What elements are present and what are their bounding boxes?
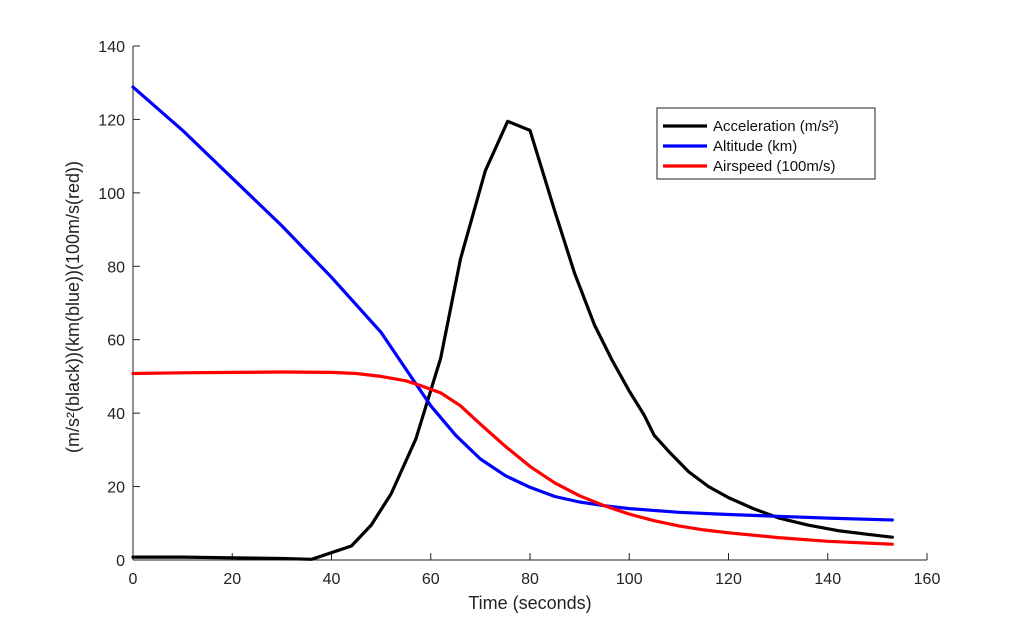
x-tick-label: 0 — [129, 571, 138, 588]
series-line-1 — [131, 85, 894, 522]
y-axis-title: (m/s²(black))(km(blue))(100m/s(red)) — [63, 161, 83, 453]
x-axis-title: Time (seconds) — [468, 593, 591, 613]
legend-label: Airspeed (100m/s) — [713, 158, 836, 175]
x-tick-label: 80 — [521, 571, 539, 588]
y-tick-label: 60 — [107, 333, 125, 350]
y-tick-label: 0 — [116, 553, 125, 570]
y-tick-label: 100 — [98, 186, 125, 203]
y-tick-label: 120 — [98, 112, 125, 129]
y-tick-label: 20 — [107, 480, 125, 497]
y-tick-label: 140 — [98, 39, 125, 56]
x-tick-label: 140 — [814, 571, 841, 588]
x-tick-label: 100 — [616, 571, 643, 588]
y-tick-label: 80 — [107, 259, 125, 276]
legend: Acceleration (m/s²) Altitude (km) Airspeed… — [656, 107, 876, 180]
series-group — [131, 85, 894, 561]
y-tick-label: 40 — [107, 406, 125, 423]
x-tick-label: 40 — [323, 571, 341, 588]
x-tick-label: 20 — [223, 571, 241, 588]
legend-label: Altitude (km) — [713, 138, 797, 155]
axes: 0 20 40 60 80 100 120 140 160 0 20 40 60 80 100 120 140 — [98, 39, 940, 588]
x-tick-label: 120 — [715, 571, 742, 588]
series-line-2 — [131, 370, 894, 546]
x-tick-label: 60 — [422, 571, 440, 588]
x-tick-label: 160 — [914, 571, 941, 588]
legend-label: Acceleration (m/s²) — [713, 118, 839, 135]
series-line-0 — [131, 119, 894, 561]
